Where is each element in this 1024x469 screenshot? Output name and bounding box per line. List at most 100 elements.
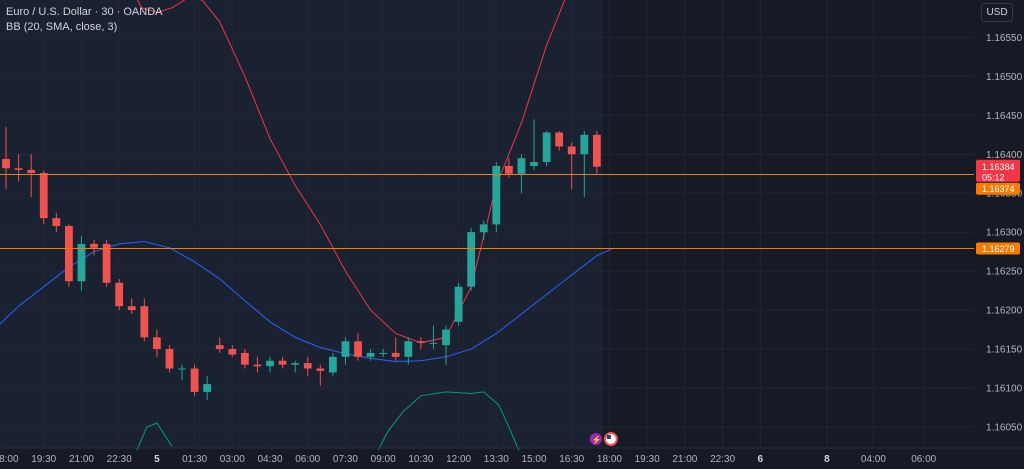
time-tick-label: 22:30 xyxy=(710,454,735,465)
candle-body xyxy=(504,165,513,174)
indicator-title[interactable]: BB (20, SMA, close, 3) xyxy=(6,21,118,33)
bb-upper-line xyxy=(136,0,246,77)
time-tick-label: 18:00 xyxy=(597,454,622,465)
line1-price-label: 1.16374 xyxy=(982,184,1015,194)
event-markers[interactable]: ⚡ xyxy=(589,432,618,446)
candle-body xyxy=(492,165,501,225)
time-tick-label: 07:30 xyxy=(333,454,358,465)
last-price-tag xyxy=(976,159,1020,182)
candle xyxy=(354,333,362,361)
price-tick-label: 1.16450 xyxy=(986,111,1023,122)
time-tick-label: 21:00 xyxy=(672,454,697,465)
price-tags: 1.16384 05:12 1.16374 1.16279 xyxy=(976,159,1020,255)
price-tick-label: 1.16250 xyxy=(986,267,1023,278)
symbol-title[interactable]: Euro / U.S. Dollar · 30 · OANDA xyxy=(6,6,163,18)
candle-body xyxy=(2,158,10,169)
candle xyxy=(555,130,564,151)
candle-body xyxy=(530,162,538,166)
candle xyxy=(429,325,438,350)
candle xyxy=(165,345,174,373)
candle xyxy=(567,142,576,190)
candle xyxy=(379,349,388,357)
candle-body xyxy=(429,342,438,344)
time-tick-label: 04:00 xyxy=(861,454,886,465)
lightning-icon[interactable] xyxy=(589,433,602,445)
candle-body xyxy=(190,368,199,392)
candle-body xyxy=(454,286,463,322)
candle xyxy=(27,154,36,198)
price-axis-background xyxy=(974,0,1024,469)
candle-body xyxy=(479,224,488,233)
time-tick-label: 03:00 xyxy=(220,454,245,465)
chart-legend: Euro / U.S. Dollar · 30 · OANDA BB (20, … xyxy=(6,5,163,35)
last-price-label: 1.16384 xyxy=(982,162,1015,172)
candle xyxy=(240,349,249,369)
candle xyxy=(77,236,86,291)
candle xyxy=(140,298,149,342)
candle xyxy=(2,126,10,190)
candle xyxy=(479,220,488,240)
time-tick-label: 15:00 xyxy=(521,454,546,465)
candle xyxy=(228,345,237,357)
candle-body xyxy=(366,352,375,357)
candle xyxy=(127,298,136,314)
bb-lower-line xyxy=(136,422,173,451)
candle-body xyxy=(127,306,136,311)
time-tick-label: 12:00 xyxy=(446,454,471,465)
time-tick-label: 19:30 xyxy=(31,454,56,465)
candle-body xyxy=(517,158,526,174)
line2-price-tag xyxy=(976,242,1020,255)
candle xyxy=(592,130,601,174)
candle-body xyxy=(467,232,476,287)
candle xyxy=(442,325,450,365)
candle xyxy=(190,364,199,396)
candle-body xyxy=(303,363,312,369)
time-tick-label: 16:30 xyxy=(559,454,584,465)
candle-body xyxy=(52,218,61,226)
candle-body xyxy=(253,364,262,367)
candle xyxy=(102,239,111,287)
candle xyxy=(454,282,463,326)
candle-body xyxy=(178,368,186,370)
candle xyxy=(266,356,274,373)
candle xyxy=(39,170,48,225)
candle-body xyxy=(442,329,450,346)
candle-body xyxy=(291,363,300,365)
candle xyxy=(253,356,262,373)
candle xyxy=(203,376,212,400)
price-tick-label: 1.16050 xyxy=(986,422,1023,433)
candle xyxy=(215,337,224,353)
candle-body xyxy=(165,349,174,369)
time-tick-label: 10:30 xyxy=(408,454,433,465)
time-tick-label: 19:30 xyxy=(635,454,660,465)
price-tick-label: 1.16200 xyxy=(986,306,1023,317)
price-tick-label: 1.16150 xyxy=(986,345,1023,356)
candle xyxy=(115,278,124,311)
candle-body xyxy=(316,368,325,371)
time-tick-label: 22:30 xyxy=(107,454,132,465)
candle-body xyxy=(278,360,287,365)
candle xyxy=(467,228,476,291)
candle xyxy=(404,337,413,365)
horizontal-lines[interactable] xyxy=(0,174,974,250)
candle xyxy=(303,356,312,377)
candle-body xyxy=(203,384,212,392)
time-tick-label: 5 xyxy=(154,454,160,465)
lightning-glyph: ⚡ xyxy=(592,435,602,445)
bar-countdown-label: 05:12 xyxy=(982,173,1005,183)
candle-body xyxy=(102,243,111,283)
line1-price-tag xyxy=(976,182,1020,195)
candle-body xyxy=(27,169,36,173)
candle xyxy=(14,154,23,182)
candle xyxy=(542,130,551,166)
price-axis[interactable]: 1.165501.165001.164501.164001.163501.163… xyxy=(974,0,1024,469)
candle xyxy=(328,352,337,377)
candle-body xyxy=(542,132,551,163)
time-axis[interactable]: 18:00 19:30 21:00 22:30 5 01:30 03:00 04:30 06:0… xyxy=(0,447,1024,465)
candle xyxy=(580,130,589,198)
candle xyxy=(416,337,425,350)
candle-body xyxy=(140,306,149,338)
currency-button[interactable]: USD xyxy=(981,3,1013,22)
candle-body xyxy=(379,352,388,354)
